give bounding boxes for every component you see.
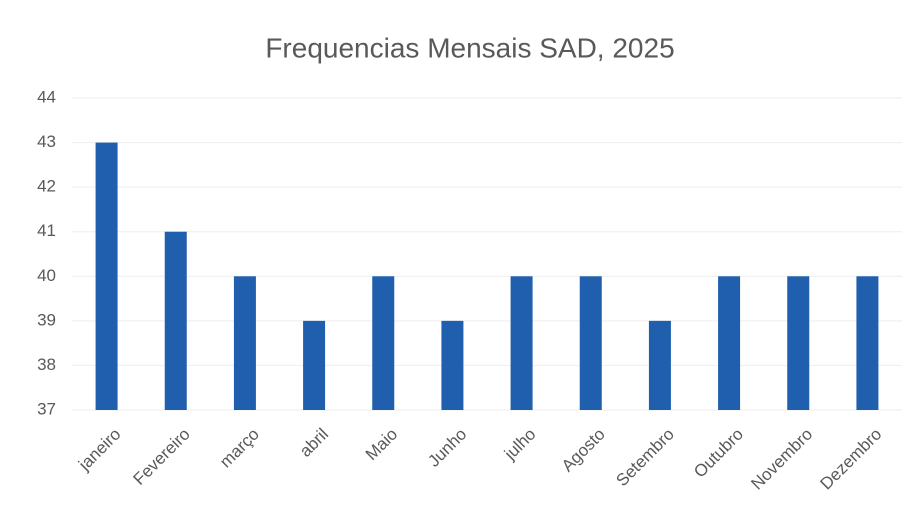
bar bbox=[95, 142, 118, 411]
x-tick-label: Agosto bbox=[558, 425, 609, 476]
bar bbox=[579, 276, 602, 410]
bar bbox=[648, 320, 671, 410]
x-tick-label: Setembro bbox=[612, 425, 678, 491]
x-tick-label: março bbox=[216, 425, 263, 472]
x-tick-label: Outubro bbox=[690, 425, 747, 482]
y-tick-label: 37 bbox=[37, 399, 56, 418]
chart-title: Frequencias Mensais SAD, 2025 bbox=[265, 32, 674, 63]
bar bbox=[510, 276, 533, 410]
y-tick-label: 40 bbox=[37, 266, 56, 285]
y-tick-label: 38 bbox=[37, 355, 56, 374]
bar bbox=[718, 276, 741, 410]
bar bbox=[164, 231, 187, 410]
y-tick-label: 41 bbox=[37, 221, 56, 240]
x-tick-label: Dezembro bbox=[817, 425, 886, 494]
x-tick-label: Junho bbox=[424, 425, 470, 471]
x-tick-label: julho bbox=[500, 425, 540, 465]
x-tick-label: Fevereiro bbox=[130, 425, 194, 489]
bar bbox=[856, 276, 879, 410]
y-tick-label: 44 bbox=[37, 87, 56, 106]
bar bbox=[372, 276, 395, 410]
y-tick-label: 42 bbox=[37, 177, 56, 196]
bar bbox=[441, 320, 464, 410]
x-tick-label: abril bbox=[296, 425, 332, 461]
bar bbox=[233, 276, 256, 410]
x-tick-label: janeiro bbox=[74, 425, 124, 475]
bar bbox=[787, 276, 810, 410]
x-tick-label: Maio bbox=[362, 425, 401, 464]
bar bbox=[303, 320, 326, 410]
y-tick-label: 43 bbox=[37, 132, 56, 151]
x-tick-label: Novembro bbox=[747, 425, 816, 494]
y-tick-label: 39 bbox=[37, 310, 56, 329]
